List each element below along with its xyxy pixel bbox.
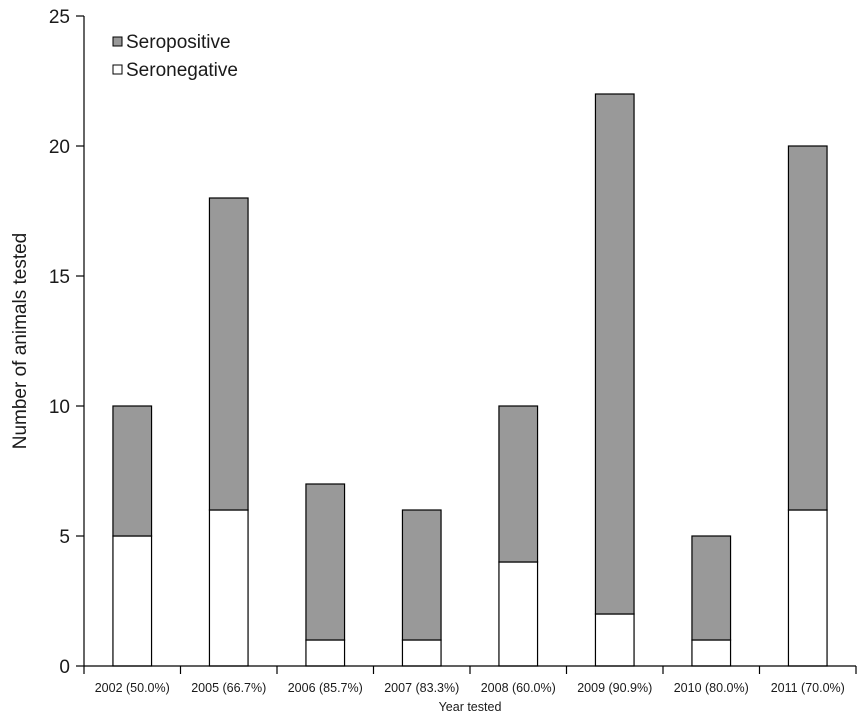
x-tick-label: 2009 (90.9%) bbox=[577, 681, 652, 695]
bar-seropositive-0 bbox=[112, 405, 153, 537]
bar-seronegative-1 bbox=[208, 509, 249, 667]
legend: Seropositive Seronegative bbox=[112, 32, 238, 81]
x-tick-label: 2002 (50.0%) bbox=[95, 681, 170, 695]
bars-layer bbox=[112, 93, 828, 667]
y-ticks: 0 5 10 15 20 25 bbox=[49, 7, 84, 678]
legend-label-seronegative: Seronegative bbox=[126, 60, 238, 81]
axes-layer bbox=[83, 16, 856, 667]
bar-seropositive-5 bbox=[594, 93, 635, 615]
y-tick-label: 0 bbox=[59, 657, 70, 678]
bar-seronegative-0 bbox=[112, 535, 153, 667]
legend-swatch-seronegative bbox=[112, 64, 123, 75]
y-tick-label: 15 bbox=[49, 267, 70, 288]
bar-seronegative-2 bbox=[305, 639, 346, 667]
x-tick-label: 2011 (70.0%) bbox=[771, 681, 845, 695]
x-tick-label: 2008 (60.0%) bbox=[481, 681, 556, 695]
bar-seropositive-2 bbox=[305, 483, 346, 641]
bar-seropositive-7 bbox=[787, 145, 828, 511]
x-tick-label: 2010 (80.0%) bbox=[674, 681, 749, 695]
x-axis-title: Year tested bbox=[439, 700, 502, 714]
y-tick-label: 5 bbox=[59, 527, 70, 548]
x-tick-label: 2007 (83.3%) bbox=[384, 681, 459, 695]
bar-seropositive-4 bbox=[498, 405, 539, 563]
y-tick-label: 10 bbox=[49, 397, 70, 418]
x-ticks: 2002 (50.0%) 2005 (66.7%) 2006 (85.7%) 2007… bbox=[83, 666, 857, 695]
bar-seronegative-3 bbox=[401, 639, 442, 667]
y-tick-label: 20 bbox=[49, 137, 70, 158]
x-tick-label: 2006 (85.7%) bbox=[288, 681, 363, 695]
bar-seropositive-6 bbox=[691, 535, 732, 641]
y-axis-title: Number of animals tested bbox=[10, 233, 31, 450]
bar-seropositive-3 bbox=[401, 509, 442, 641]
x-tick-label: 2005 (66.7%) bbox=[191, 681, 266, 695]
legend-swatch-seropositive bbox=[112, 36, 123, 47]
bar-seronegative-5 bbox=[594, 613, 635, 667]
bar-seropositive-1 bbox=[208, 197, 249, 511]
bar-seronegative-4 bbox=[498, 561, 539, 667]
bar-seronegative-6 bbox=[691, 639, 732, 667]
y-tick-label: 25 bbox=[49, 7, 70, 28]
bar-seronegative-7 bbox=[787, 509, 828, 667]
legend-label-seropositive: Seropositive bbox=[126, 32, 231, 53]
